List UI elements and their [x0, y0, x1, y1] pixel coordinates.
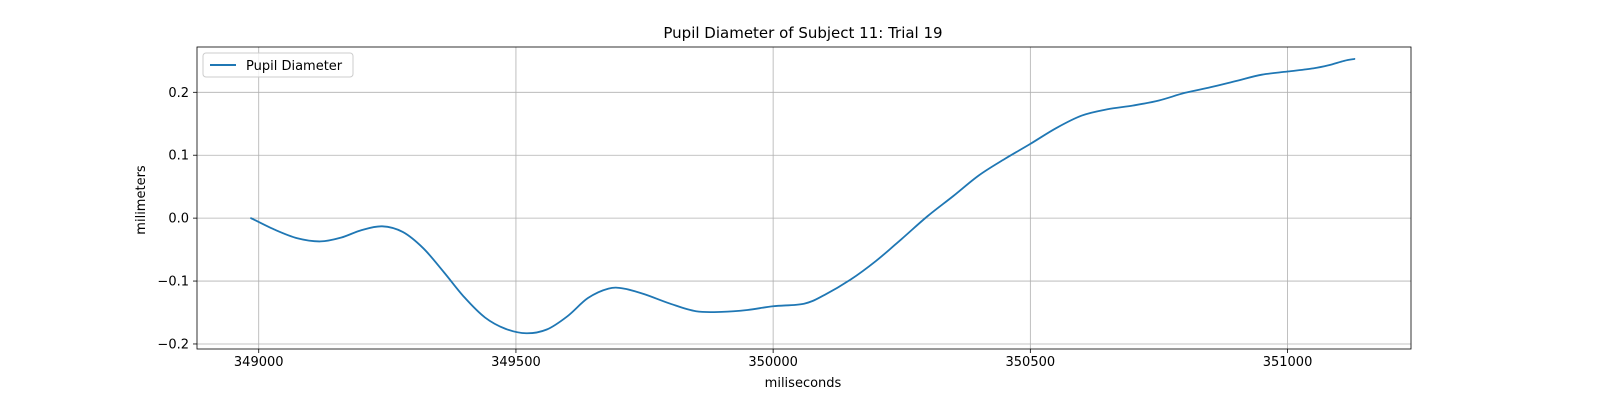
axis-ticks: 349000 349500 350000 350500 351000 −0.2 −0.1 0.…: [157, 86, 1312, 370]
legend: Pupil Diameter: [202, 52, 354, 78]
x-tick-label: 350500: [1006, 355, 1056, 370]
y-tick-label: 0.0: [168, 212, 189, 227]
series-line-pupil-diameter: [250, 58, 1356, 335]
x-tick-label: 349500: [491, 355, 541, 370]
grid: [197, 47, 1411, 349]
y-tick-label: 0.2: [168, 86, 189, 101]
x-axis-label: miliseconds: [765, 376, 842, 391]
x-tick-label: 350000: [748, 355, 798, 370]
y-tick-label: −0.2: [157, 337, 189, 352]
legend-box: [202, 52, 354, 78]
y-tick-label: 0.1: [168, 149, 189, 164]
series-layer: [250, 58, 1356, 335]
y-axis-label: milimeters: [134, 165, 149, 235]
x-tick-label: 351000: [1263, 355, 1313, 370]
x-tick-label: 349000: [234, 355, 284, 370]
chart-title: Pupil Diameter of Subject 11: Trial 19: [663, 24, 942, 42]
y-tick-label: −0.1: [157, 275, 189, 290]
legend-label: Pupil Diameter: [246, 59, 343, 74]
plot-frame: [196, 46, 1412, 350]
